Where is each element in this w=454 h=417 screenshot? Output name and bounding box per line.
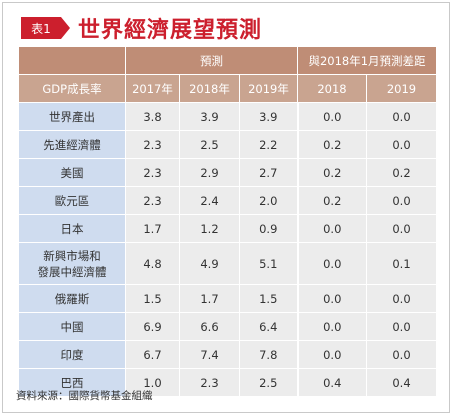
value-cell: 0.0 — [366, 284, 437, 313]
value-cell: 0.4 — [296, 368, 367, 397]
row-label: 美國 — [18, 158, 126, 187]
value-cell: 2.7 — [239, 158, 298, 187]
table-row: 歐元區 2.3 2.4 2.0 0.2 0.0 — [18, 186, 437, 215]
value-cell: 0.0 — [366, 214, 437, 243]
value-cell: 0.0 — [296, 312, 367, 341]
value-cell: 6.9 — [125, 312, 180, 341]
row-label-line: 發展中經濟體 — [37, 264, 107, 279]
value-cell: 2.3 — [125, 158, 180, 187]
value-cell: 2.3 — [179, 368, 240, 397]
value-cell: 2.5 — [239, 368, 298, 397]
value-cell: 4.9 — [179, 242, 240, 285]
value-cell: 0.9 — [239, 214, 298, 243]
value-cell: 3.8 — [125, 102, 180, 131]
table-row: 美國 2.3 2.9 2.7 0.2 0.2 — [18, 158, 437, 187]
value-cell: 0.0 — [296, 102, 367, 131]
value-cell: 0.1 — [366, 242, 437, 285]
header-diff-2019: 2019 — [366, 74, 437, 103]
value-cell: 3.9 — [179, 102, 240, 131]
row-label: 印度 — [18, 340, 126, 369]
row-label: 巴西 — [18, 368, 126, 397]
value-cell: 0.0 — [366, 312, 437, 341]
value-cell: 3.9 — [239, 102, 298, 131]
value-cell: 0.0 — [296, 242, 367, 285]
value-cell: 2.3 — [125, 130, 180, 159]
row-label-line: 美國 — [60, 165, 84, 180]
row-label: 日本 — [18, 214, 126, 243]
gdp-forecast-table: 預測 與2018年1月預測差距 GDP成長率 2017年 2018年 2019年… — [18, 46, 437, 397]
table-number-badge: 表1 — [21, 17, 70, 39]
value-cell: 4.8 — [125, 242, 180, 285]
value-cell: 0.2 — [366, 158, 437, 187]
value-cell: 7.4 — [179, 340, 240, 369]
value-cell: 1.0 — [125, 368, 180, 397]
value-cell: 1.7 — [125, 214, 180, 243]
value-cell: 1.2 — [179, 214, 240, 243]
value-cell: 6.4 — [239, 312, 298, 341]
value-cell: 7.8 — [239, 340, 298, 369]
table-row: 世界產出 3.8 3.9 3.9 0.0 0.0 — [18, 102, 437, 131]
value-cell: 0.0 — [296, 214, 367, 243]
value-cell: 0.0 — [366, 102, 437, 131]
row-label: 歐元區 — [18, 186, 126, 215]
value-cell: 1.5 — [125, 284, 180, 313]
value-cell: 6.7 — [125, 340, 180, 369]
value-cell: 6.6 — [179, 312, 240, 341]
table-row: 巴西 1.0 2.3 2.5 0.4 0.4 — [18, 368, 437, 397]
row-label-line: 巴西 — [60, 375, 84, 390]
header-gdp-label: GDP成長率 — [18, 74, 126, 103]
value-cell: 2.9 — [179, 158, 240, 187]
header-row-columns: GDP成長率 2017年 2018年 2019年 2018 2019 — [18, 74, 437, 103]
table-row: 俄羅斯 1.5 1.7 1.5 0.0 0.0 — [18, 284, 437, 313]
value-cell: 0.0 — [296, 340, 367, 369]
source-note: 資料來源：國際貨幣基金組織 — [16, 390, 153, 402]
value-cell: 2.3 — [125, 186, 180, 215]
value-cell: 0.0 — [366, 130, 437, 159]
row-label: 世界產出 — [18, 102, 126, 131]
table-row: 日本 1.7 1.2 0.9 0.0 0.0 — [18, 214, 437, 243]
table-row: 先進經濟體 2.3 2.5 2.2 0.2 0.0 — [18, 130, 437, 159]
row-label-line: 先進經濟體 — [43, 137, 101, 152]
row-label: 中國 — [18, 312, 126, 341]
header-col-2019: 2019年 — [239, 74, 298, 103]
value-cell: 1.7 — [179, 284, 240, 313]
row-label-line: 新興市場和 — [43, 248, 101, 263]
header-diff-2018: 2018 — [297, 74, 367, 103]
value-cell: 0.4 — [366, 368, 437, 397]
header-forecast-group: 預測 — [125, 46, 298, 75]
value-cell: 5.1 — [239, 242, 298, 285]
value-cell: 0.2 — [296, 186, 367, 215]
value-cell: 1.5 — [239, 284, 298, 313]
header-col-2017: 2017年 — [125, 74, 180, 103]
row-label-line: 中國 — [60, 319, 84, 334]
value-cell: 2.0 — [239, 186, 298, 215]
figure-header: 表1 世界經濟展望預測 — [21, 16, 262, 43]
header-row-groups: 預測 與2018年1月預測差距 — [18, 46, 437, 75]
value-cell: 0.0 — [296, 284, 367, 313]
row-label-line: 俄羅斯 — [54, 291, 90, 306]
row-label-line: 印度 — [60, 347, 84, 362]
row-label-line: 日本 — [60, 221, 84, 236]
row-label: 新興市場和 發展中經濟體 — [18, 242, 126, 285]
header-empty-cell — [18, 46, 126, 75]
figure-title: 世界經濟展望預測 — [78, 17, 263, 43]
value-cell: 0.0 — [366, 340, 437, 369]
row-label-line: 歐元區 — [54, 193, 90, 208]
value-cell: 2.5 — [179, 130, 240, 159]
table-row: 印度 6.7 7.4 7.8 0.0 0.0 — [18, 340, 437, 369]
header-col-2018: 2018年 — [179, 74, 240, 103]
value-cell: 0.2 — [296, 130, 367, 159]
value-cell: 0.2 — [296, 158, 367, 187]
header-difference-group: 與2018年1月預測差距 — [297, 46, 437, 75]
value-cell: 2.2 — [239, 130, 298, 159]
value-cell: 2.4 — [179, 186, 240, 215]
row-label: 俄羅斯 — [18, 284, 126, 313]
row-label: 先進經濟體 — [18, 130, 126, 159]
table-row: 中國 6.9 6.6 6.4 0.0 0.0 — [18, 312, 437, 341]
table-row: 新興市場和 發展中經濟體 4.8 4.9 5.1 0.0 0.1 — [18, 242, 437, 285]
value-cell: 0.0 — [366, 186, 437, 215]
row-label-line: 世界產出 — [49, 109, 95, 124]
